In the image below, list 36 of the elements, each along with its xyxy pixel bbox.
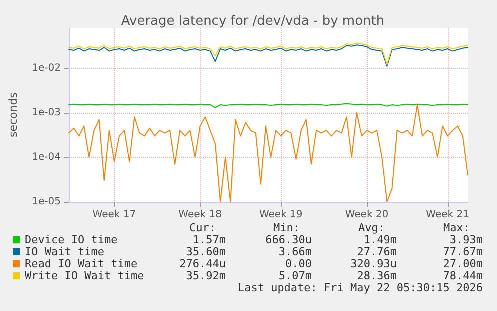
text: 0.00 — [286, 258, 312, 270]
x-tick-label: Week 21 — [426, 210, 470, 220]
text: 3.66m — [278, 246, 312, 258]
text: 77.67m — [443, 246, 484, 258]
text: Last update: Fri May 22 05:30:15 2026 — [238, 282, 483, 294]
text: Max: — [444, 222, 470, 234]
text: 35.92m — [186, 270, 226, 282]
legend-label: IO Wait time — [25, 246, 104, 258]
x-tick-label: Week 19 — [259, 210, 303, 220]
text: 1.57m — [192, 234, 226, 246]
y-tick-label: 1e-03 — [32, 107, 61, 118]
text: 1.49m — [364, 234, 398, 246]
text: Avg: — [358, 222, 385, 234]
text: 27.00m — [443, 258, 484, 270]
text: 320.93u — [350, 258, 397, 270]
y-axis-title: seconds — [7, 92, 20, 138]
y-tick-label: 1e-04 — [32, 152, 61, 163]
text: Min: — [274, 222, 300, 234]
text: 276.44u — [180, 258, 226, 270]
x-tick-label: Week 18 — [178, 210, 222, 220]
legend-label: Write IO Wait time — [25, 270, 144, 282]
text: 28.36m — [357, 270, 398, 282]
x-tick-label: Week 20 — [345, 210, 389, 220]
x-tick-label: Week 17 — [92, 210, 136, 220]
text: 5.07m — [278, 270, 312, 282]
text: 35.60m — [186, 246, 226, 258]
text: Cur: — [190, 222, 216, 234]
chart-title: Average latency for /dev/vda - by month — [121, 14, 385, 29]
text: 78.44m — [443, 270, 484, 282]
legend-label: Device IO time — [25, 234, 118, 246]
text: 3.93m — [450, 234, 484, 246]
legend-label: Read IO Wait time — [25, 258, 138, 270]
text: 27.76m — [357, 246, 398, 258]
text: 666.30u — [266, 234, 312, 246]
y-tick-label: 1e-02 — [32, 62, 61, 74]
y-tick-label: 1e-05 — [32, 196, 61, 208]
